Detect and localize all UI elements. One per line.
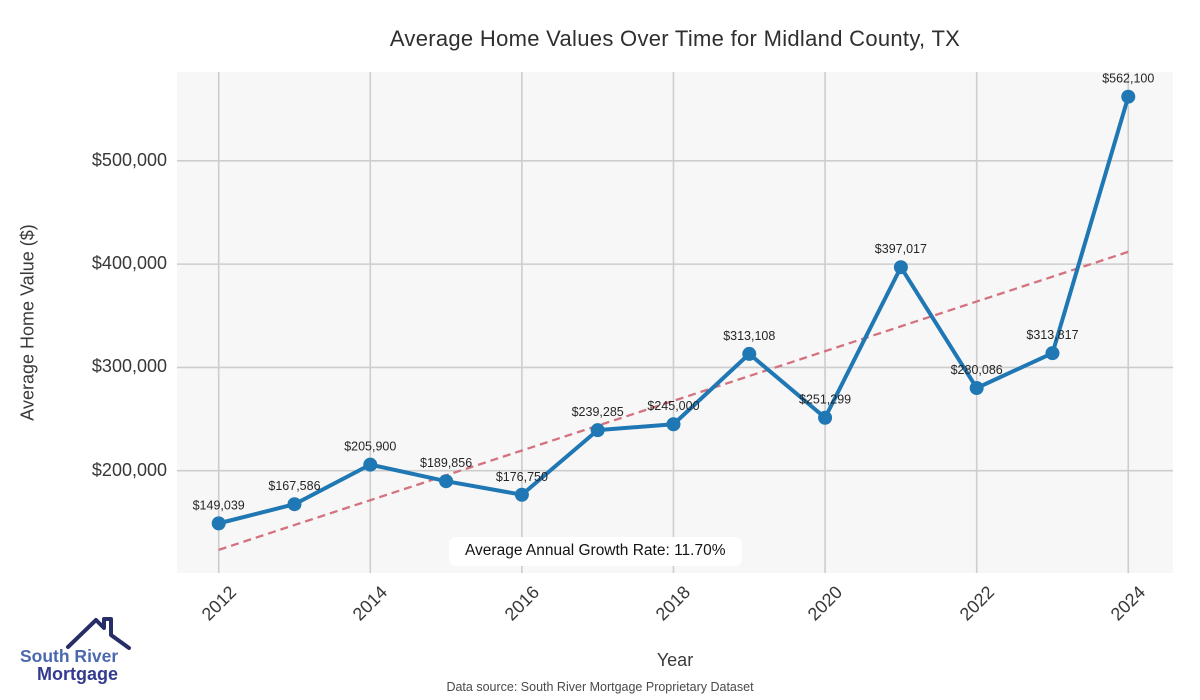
data-source-footer: Data source: South River Mortgage Propri… (446, 680, 754, 694)
data-point-marker (363, 457, 378, 472)
data-point-marker (666, 417, 681, 432)
data-point-label: $167,586 (268, 479, 320, 493)
data-point-marker (1045, 346, 1060, 361)
house-roof-icon (66, 617, 131, 650)
logo-text-line2: Mortgage (37, 664, 118, 684)
data-point-label: $397,017 (875, 242, 927, 256)
data-point-marker (893, 260, 908, 275)
x-axis-label: Year (656, 650, 694, 670)
data-point-label: $176,750 (496, 470, 548, 484)
data-point-label: $251,299 (799, 393, 851, 407)
data-point-marker (514, 487, 529, 502)
x-tick-label: 2016 (500, 582, 544, 625)
data-point-label: $562,100 (1102, 72, 1154, 86)
data-point-marker (742, 346, 757, 361)
data-point-marker (818, 410, 833, 425)
growth-rate-annotation: Average Annual Growth Rate: 11.70% (449, 537, 742, 566)
data-point-label: $149,039 (193, 498, 245, 512)
data-point-marker (969, 381, 984, 396)
chart-title: Average Home Values Over Time for Midlan… (389, 26, 961, 51)
x-tick-label: 2022 (955, 582, 998, 625)
x-tick-label: 2020 (803, 582, 847, 625)
y-tick-label: $400,000 (91, 253, 167, 274)
plot-area: $149,039 $167,586 $205,900 $189,856 $176,750… (177, 72, 1173, 573)
x-tick-label: 2014 (348, 582, 392, 625)
trend-line (218, 250, 1129, 551)
y-tick-label: $300,000 (91, 356, 167, 377)
data-point-label: $280,086 (951, 363, 1003, 377)
x-tick-label: 2024 (1106, 582, 1150, 625)
data-point-label: $313,108 (723, 329, 775, 343)
data-point-label: $205,900 (344, 440, 396, 454)
data-point-marker (287, 497, 302, 512)
data-point-label: $189,856 (420, 456, 472, 470)
data-point-marker (211, 516, 226, 531)
data-point-label: $239,285 (572, 405, 624, 419)
y-tick-label: $500,000 (91, 149, 167, 170)
x-tick-label: 2018 (652, 582, 695, 625)
data-point-label: $313,817 (1026, 328, 1078, 342)
home-values-line-chart: $149,039 $167,586 $205,900 $189,856 $176,750… (177, 72, 1173, 573)
data-point-label: $245,000 (647, 399, 699, 413)
data-point-marker (1121, 89, 1136, 104)
x-tick-label: 2012 (197, 582, 240, 625)
y-axis-label: Average Home Value ($) (17, 224, 38, 421)
data-point-marker (590, 423, 605, 438)
south-river-mortgage-logo: South River Mortgage (20, 610, 150, 684)
data-point-marker (439, 474, 454, 489)
logo-text-line1: South River (20, 646, 119, 666)
y-tick-label: $200,000 (91, 459, 167, 480)
